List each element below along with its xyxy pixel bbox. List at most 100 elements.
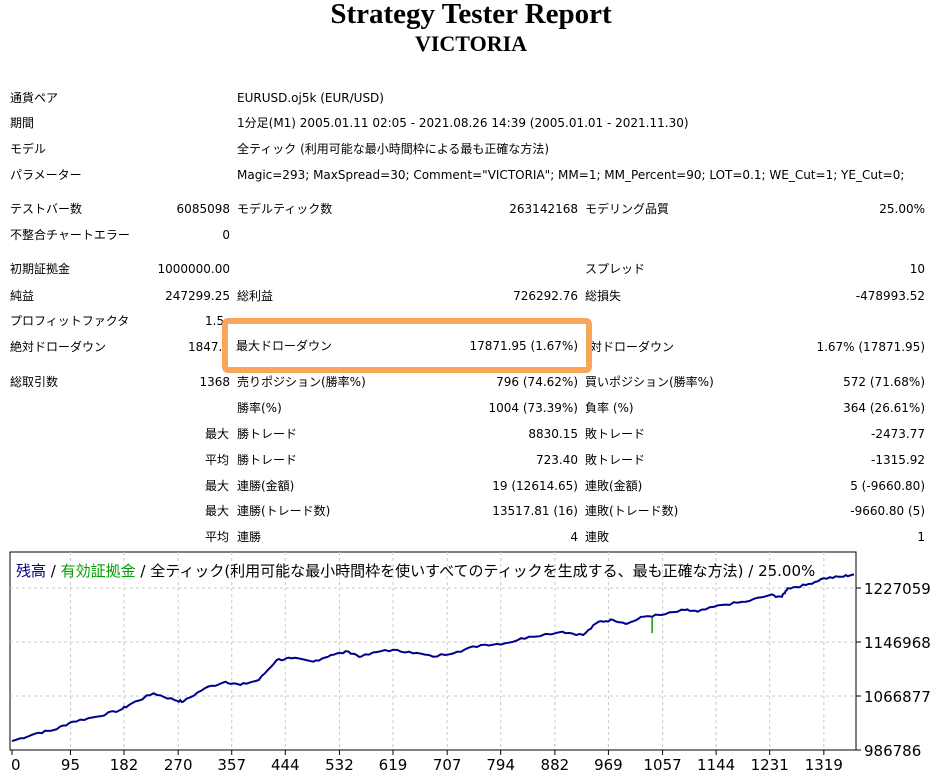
avg-consec-wins-value: 4 bbox=[570, 530, 578, 544]
consec-losses-amount-label: 連敗(金額) bbox=[585, 479, 643, 493]
errors-value: 0 bbox=[222, 228, 230, 242]
legend-model: / 全ティック(利用可能な最小時間枠を使いすべてのティックを生成する、最も正確な… bbox=[136, 562, 816, 580]
report-title: Strategy Tester Report bbox=[330, 0, 612, 30]
ticks-label: モデルティック数 bbox=[237, 202, 333, 216]
spread-label: スプレッド bbox=[585, 262, 646, 276]
avg-consec-losses-value: 1 bbox=[917, 530, 925, 544]
spread-value: 10 bbox=[909, 262, 925, 276]
currency-pair-label: 通貨ペア bbox=[10, 91, 59, 105]
parameters-label: パラメーター bbox=[10, 168, 82, 182]
net-profit-label: 純益 bbox=[10, 289, 35, 303]
max-prefix: 最大 bbox=[205, 479, 230, 493]
rel-drawdown-label: 相対ドローダウン bbox=[578, 340, 675, 354]
consec-losses-count-label: 連敗(トレード数) bbox=[585, 504, 679, 518]
quality-value: 25.00% bbox=[879, 202, 925, 216]
x-tick-label: 357 bbox=[217, 756, 246, 774]
x-tick-label: 0 bbox=[11, 756, 21, 774]
legend-sep: / bbox=[46, 562, 61, 580]
consec-wins-count-value: 13517.81 (16) bbox=[492, 504, 578, 518]
avg-prefix: 平均 bbox=[205, 453, 230, 467]
legend-balance: 残高 bbox=[16, 562, 46, 580]
x-tick-label: 969 bbox=[594, 756, 623, 774]
x-tick-label: 1057 bbox=[643, 756, 681, 774]
max-win-value: 8830.15 bbox=[528, 427, 578, 441]
total-trades-label: 総取引数 bbox=[10, 375, 59, 389]
balance-chart: 0 95 182 270 357 444 532 619 707 794 882 969 1057 114… bbox=[9, 551, 931, 774]
y-tick-label: 986786 bbox=[864, 742, 921, 760]
x-tick-label: 1319 bbox=[805, 756, 843, 774]
bars-value: 6085098 bbox=[176, 202, 230, 216]
x-tick-label: 1144 bbox=[697, 756, 735, 774]
consec-losses-count-value: -9660.80 (5) bbox=[850, 504, 925, 518]
report-subtitle: VICTORIA bbox=[414, 31, 528, 56]
avg-prefix: 平均 bbox=[205, 530, 230, 544]
max-loss-label: 敗トレード bbox=[585, 427, 646, 441]
plot-frame bbox=[9, 551, 857, 751]
max-loss-value: -2473.77 bbox=[871, 427, 925, 441]
gross-loss-value: -478993.52 bbox=[855, 289, 925, 303]
balance-line bbox=[11, 573, 855, 743]
legend-equity: 有効証拠金 bbox=[61, 562, 136, 580]
win-rate-value: 1004 (73.39%) bbox=[488, 401, 578, 415]
x-tick-label: 882 bbox=[541, 756, 570, 774]
long-positions-label: 買いポジション(勝率%) bbox=[585, 375, 714, 389]
x-tick-label: 270 bbox=[164, 756, 193, 774]
y-tick-label: 1066877 bbox=[864, 688, 931, 706]
avg-consec-losses-label: 連敗 bbox=[585, 530, 610, 544]
x-tick-label: 95 bbox=[61, 756, 80, 774]
max-drawdown-value: 17871.95 (1.67%) bbox=[469, 339, 578, 353]
bars-label: テストバー数 bbox=[10, 202, 83, 216]
consec-wins-amount-label: 連勝(金額) bbox=[237, 479, 295, 493]
max-prefix: 最大 bbox=[205, 427, 230, 441]
avg-consec-wins-label: 連勝 bbox=[237, 530, 262, 544]
consec-wins-amount-value: 19 (12614.65) bbox=[492, 479, 578, 493]
short-positions-label: 売りポジション(勝率%) bbox=[237, 375, 366, 389]
x-tick-label: 619 bbox=[379, 756, 408, 774]
quality-label: モデリング品質 bbox=[585, 202, 670, 216]
errors-label: 不整合チャートエラー bbox=[10, 228, 130, 242]
ticks-value: 263142168 bbox=[509, 202, 578, 216]
x-tick-label: 1231 bbox=[751, 756, 789, 774]
x-tick-label: 532 bbox=[325, 756, 354, 774]
consec-losses-amount-value: 5 (-9660.80) bbox=[850, 479, 925, 493]
avg-win-label: 勝トレード bbox=[237, 453, 298, 467]
loss-rate-value: 364 (26.61%) bbox=[843, 401, 925, 415]
x-tick-label: 707 bbox=[433, 756, 462, 774]
x-tick-label: 794 bbox=[486, 756, 515, 774]
deposit-value: 1000000.00 bbox=[157, 262, 230, 276]
svg-text:残高 / 有効証拠金 / 全ティック(利用可能な最小時間枠を: 残高 / 有効証拠金 / 全ティック(利用可能な最小時間枠を使いすべてのティック… bbox=[16, 562, 815, 580]
abs-drawdown-value: 1847. bbox=[188, 340, 223, 354]
deposit-label: 初期証拠金 bbox=[10, 262, 71, 276]
gross-loss-label: 総損失 bbox=[585, 289, 622, 303]
profit-factor-value: 1.5 bbox=[205, 314, 225, 328]
avg-loss-value: -1315.92 bbox=[871, 453, 925, 467]
rel-drawdown-value: 1.67% (17871.95) bbox=[816, 340, 925, 354]
period-label: 期間 bbox=[10, 116, 35, 130]
max-win-label: 勝トレード bbox=[237, 427, 298, 441]
total-trades-value: 1368 bbox=[199, 375, 230, 389]
long-positions-value: 572 (71.68%) bbox=[843, 375, 925, 389]
x-tick-label: 182 bbox=[110, 756, 139, 774]
win-rate-label: 勝率(%) bbox=[237, 401, 282, 415]
parameters-value: Magic=293; MaxSpread=30; Comment="VICTOR… bbox=[237, 168, 905, 182]
loss-rate-label: 負率 (%) bbox=[585, 401, 634, 415]
max-drawdown-label: 最大ドローダウン bbox=[236, 339, 333, 353]
y-tick-label: 1146968 bbox=[864, 634, 931, 652]
max-drawdown-highlight: 最大ドローダウン 17871.95 (1.67%) bbox=[222, 318, 592, 373]
y-tick-label: 1227059 bbox=[864, 580, 931, 598]
avg-loss-label: 敗トレード bbox=[585, 453, 646, 467]
model-value: 全ティック (利用可能な最小時間枠による最も正確な方法) bbox=[237, 142, 550, 156]
net-profit-value: 247299.25 bbox=[165, 289, 230, 303]
x-tick-label: 444 bbox=[271, 756, 300, 774]
short-positions-value: 796 (74.62%) bbox=[496, 375, 578, 389]
gross-profit-label: 総利益 bbox=[237, 289, 274, 303]
gross-profit-value: 726292.76 bbox=[513, 289, 578, 303]
model-label: モデル bbox=[10, 142, 47, 156]
currency-pair-value: EURUSD.oj5k (EUR/USD) bbox=[237, 91, 384, 105]
period-value: 1分足(M1) 2005.01.11 02:05 - 2021.08.26 14… bbox=[237, 116, 689, 130]
profit-factor-label: プロフィットファクタ bbox=[10, 314, 130, 328]
consec-wins-count-label: 連勝(トレード数) bbox=[237, 504, 331, 518]
abs-drawdown-label: 絶対ドローダウン bbox=[10, 340, 107, 354]
max-prefix: 最大 bbox=[205, 504, 230, 518]
avg-win-value: 723.40 bbox=[536, 453, 578, 467]
